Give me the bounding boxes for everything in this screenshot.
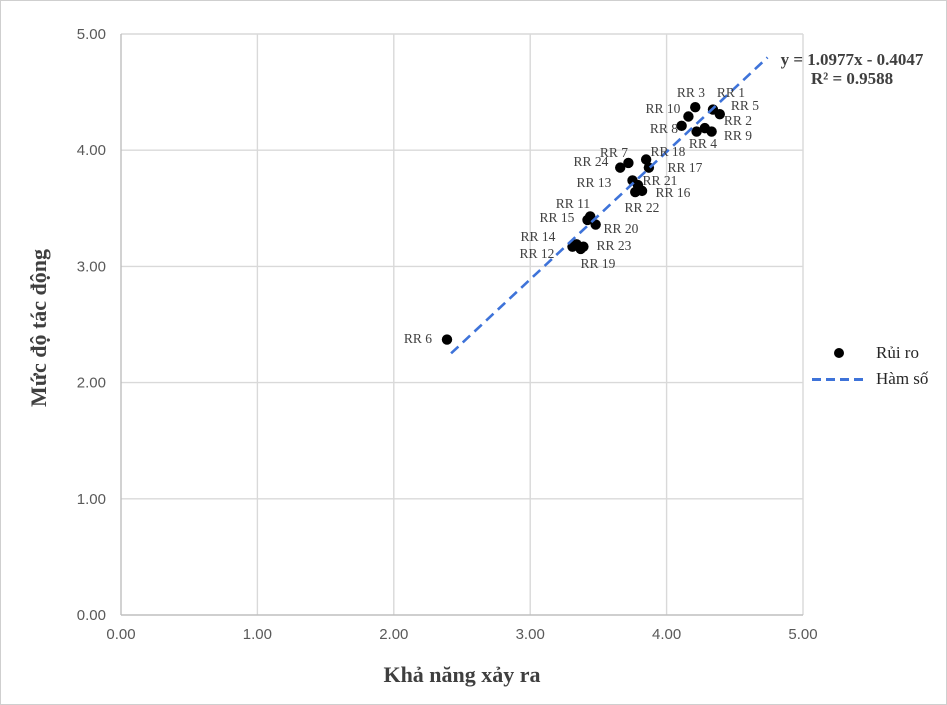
data-point [630, 186, 641, 198]
trendline [450, 56, 769, 355]
x-tick-label: 5.00 [788, 626, 817, 643]
y-tick-label: 2.00 [77, 375, 106, 392]
point-label: RR 14 [521, 229, 556, 244]
data-point [714, 108, 725, 120]
x-axis-title: Khả năng xảy ra [383, 662, 541, 687]
point-label: RR 1 [717, 85, 745, 100]
legend-marker-cell [809, 348, 869, 358]
point-label: RR 5 [731, 98, 759, 113]
data-point [582, 214, 593, 226]
data-point [623, 157, 634, 169]
point-label: RR 11 [556, 196, 590, 211]
y-tick-label: 3.00 [77, 258, 106, 275]
trendline-equation: y = 1.0977x - 0.4047 [780, 50, 924, 69]
point-label: RR 10 [646, 101, 681, 116]
y-tick-label: 5.00 [77, 26, 106, 43]
data-point [690, 102, 701, 113]
y-tick-label: 4.00 [77, 142, 106, 159]
legend-item-rui-ro: Rủi ro [809, 340, 928, 366]
point-label: RR 17 [668, 160, 703, 175]
point-label: RR 13 [577, 175, 612, 190]
x-tick-label: 0.00 [106, 626, 135, 643]
point-label: RR 15 [540, 210, 575, 225]
legend-marker-cell [809, 377, 869, 381]
point-label: RR 8 [650, 121, 678, 136]
data-point [691, 126, 702, 137]
point-label: RR 9 [724, 128, 752, 143]
y-axis-title: Mức độ tác động [26, 248, 51, 408]
point-label: RR 19 [581, 256, 616, 271]
point-label: RR 23 [597, 238, 632, 253]
data-point [706, 126, 717, 137]
x-tick-label: 1.00 [243, 626, 272, 643]
data-point [683, 111, 694, 122]
point-label: RR 24 [574, 154, 609, 169]
data-point [441, 334, 453, 345]
point-label: RR 2 [724, 113, 752, 128]
trendline-annotation: y = 1.0977x - 0.4047 R² = 0.9588 [756, 50, 946, 88]
point-label: RR 4 [689, 136, 717, 151]
data-point [578, 241, 589, 252]
legend-label-rui-ro: Rủi ro [876, 343, 919, 362]
y-tick-label: 1.00 [77, 491, 106, 508]
x-tick-label: 2.00 [379, 626, 408, 643]
scatter-dot-icon [834, 348, 844, 358]
x-tick-label: 4.00 [652, 626, 681, 643]
y-tick-label: 0.00 [77, 607, 106, 624]
x-tick-label: 3.00 [516, 626, 545, 643]
point-label: RR 12 [520, 246, 555, 261]
data-point [676, 120, 687, 131]
point-label: RR 7 [600, 145, 628, 160]
point-label: RR 18 [651, 144, 686, 159]
point-label: RR 16 [656, 185, 691, 200]
legend: Rủi ro Hàm số [809, 340, 928, 392]
point-label: RR 3 [677, 85, 705, 100]
data-point [615, 162, 626, 173]
data-point [640, 154, 652, 165]
legend-label-ham-so: Hàm số [876, 369, 929, 388]
dashed-line-icon [812, 377, 866, 381]
point-label: RR 21 [643, 173, 678, 188]
point-label: RR 20 [604, 221, 639, 236]
point-label: RR 22 [625, 200, 660, 215]
trendline-r-squared: R² = 0.9588 [810, 69, 894, 88]
point-label: RR 6 [404, 331, 432, 346]
legend-item-ham-so: Hàm số [809, 366, 928, 392]
